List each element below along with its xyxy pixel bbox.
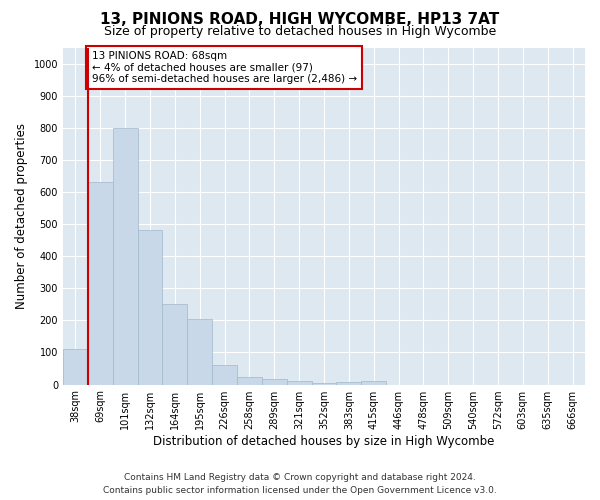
Bar — [113, 128, 137, 384]
Text: Size of property relative to detached houses in High Wycombe: Size of property relative to detached ho… — [104, 25, 496, 38]
Bar — [137, 230, 163, 384]
Bar — [63, 350, 88, 384]
Bar — [187, 319, 212, 384]
Bar — [212, 366, 237, 384]
Bar — [262, 379, 287, 384]
Bar — [337, 382, 361, 384]
Bar — [311, 383, 337, 384]
Text: Contains HM Land Registry data © Crown copyright and database right 2024.
Contai: Contains HM Land Registry data © Crown c… — [103, 474, 497, 495]
Bar — [88, 182, 113, 384]
Text: 13, PINIONS ROAD, HIGH WYCOMBE, HP13 7AT: 13, PINIONS ROAD, HIGH WYCOMBE, HP13 7AT — [100, 12, 500, 28]
X-axis label: Distribution of detached houses by size in High Wycombe: Distribution of detached houses by size … — [153, 434, 494, 448]
Bar — [361, 382, 386, 384]
Text: 13 PINIONS ROAD: 68sqm
← 4% of detached houses are smaller (97)
96% of semi-deta: 13 PINIONS ROAD: 68sqm ← 4% of detached … — [92, 50, 356, 84]
Bar — [287, 380, 311, 384]
Bar — [163, 304, 187, 384]
Y-axis label: Number of detached properties: Number of detached properties — [15, 123, 28, 309]
Bar — [237, 376, 262, 384]
